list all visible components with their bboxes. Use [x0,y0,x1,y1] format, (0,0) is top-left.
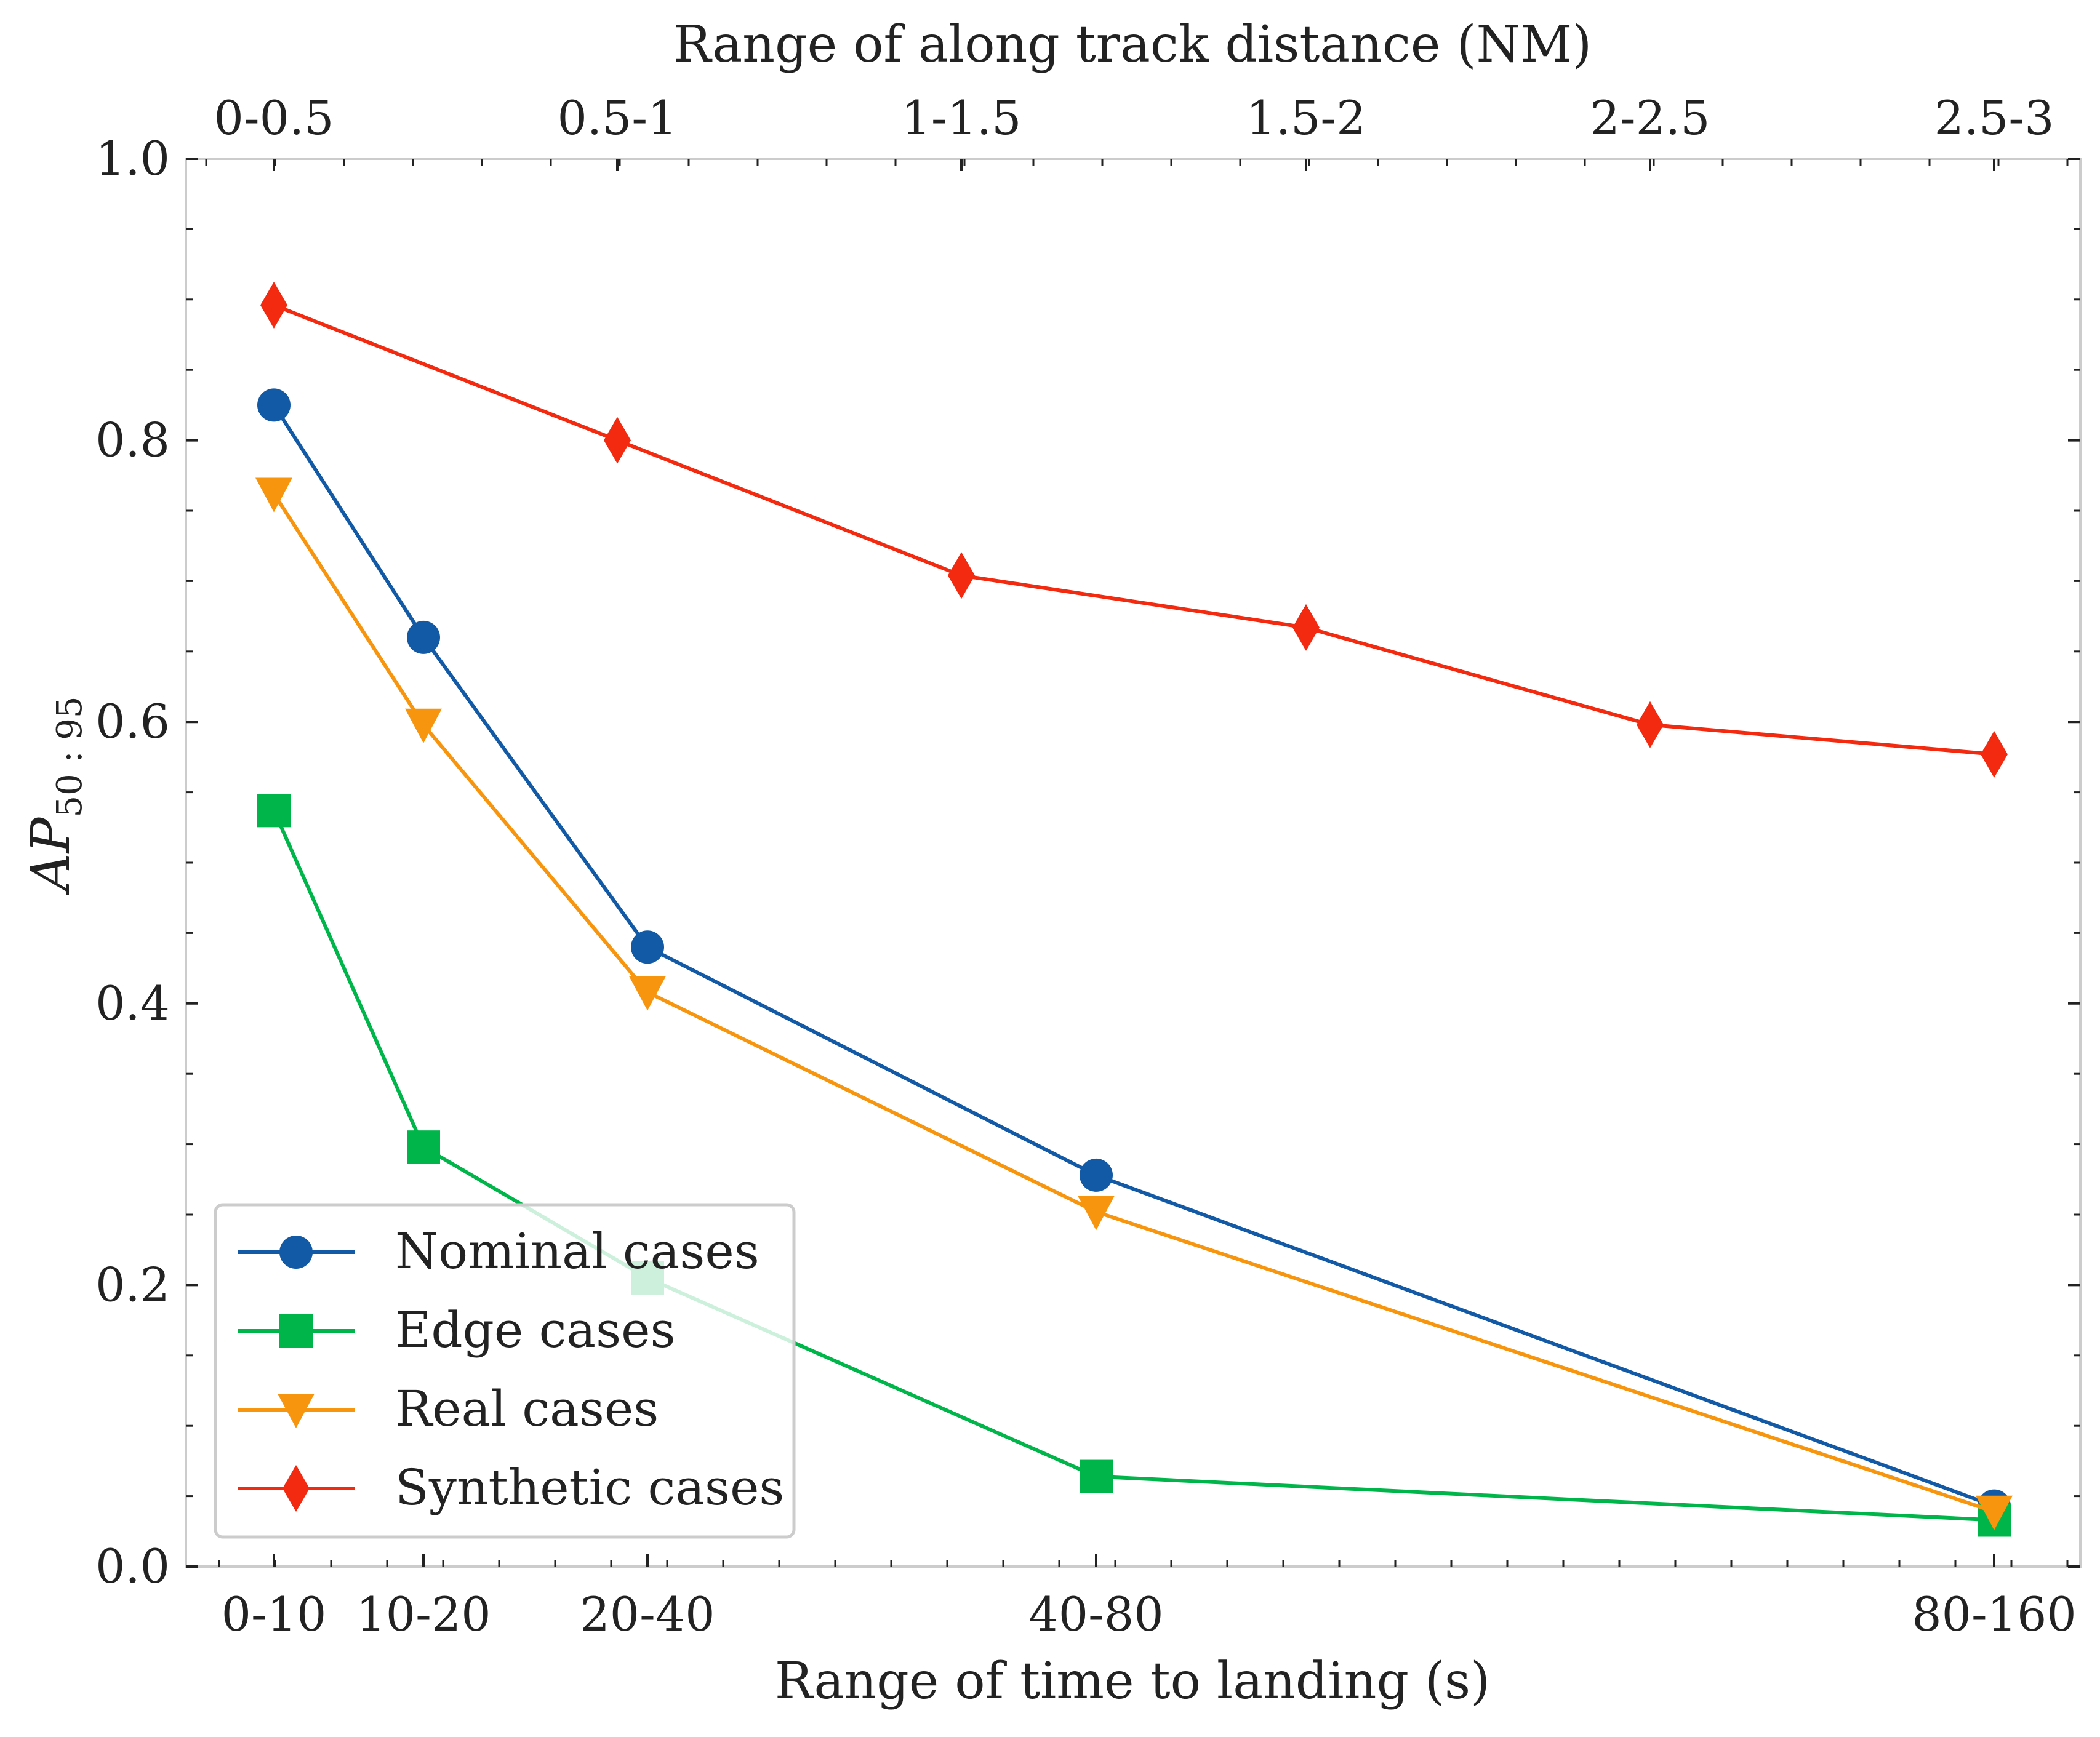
y-tick-label: 0.4 [95,976,170,1031]
series-synthetic-cases [260,281,2008,778]
data-point-diamond [948,552,975,599]
data-point-diamond [604,417,631,464]
y-tick-label: 1.0 [95,131,170,186]
y-tick-label: 0.0 [95,1539,170,1594]
x-tick-label: 80-160 [1912,1587,2076,1642]
y-tick-label: 0.8 [95,413,170,468]
legend-label: Synthetic cases [395,1459,784,1516]
legend: Nominal cases Edge cases Real cases Synthet… [214,1203,796,1539]
top-x-tick-label: 0.5-1 [558,90,678,145]
data-point-triangle-down [1976,1495,2013,1530]
axis-titles: Range of time to landing (s) Range of al… [20,15,1592,1711]
legend-marker-triangle-down [278,1394,315,1428]
legend-label: Nominal cases [395,1223,759,1280]
data-point-diamond [1292,604,1320,651]
legend-label: Edge cases [395,1301,676,1359]
legend-item: Nominal cases [238,1223,759,1280]
top-x-axis-title: Range of along track distance (NM) [673,15,1592,74]
y-axis-title-sub: 50 : 95 [50,697,90,818]
x-tick-label: 20-40 [580,1587,715,1642]
series-group [255,281,2013,1537]
x-tick-label: 0-10 [222,1587,327,1642]
data-point-triangle-down [629,976,666,1011]
axes: 0.0 0.2 0.4 0.6 0.8 1.0 0-10 10-20 20-40 40-80 80-… [95,90,2082,1642]
y-axis-title: AP50 : 95 [20,697,90,896]
legend-item: Synthetic cases [238,1459,784,1516]
data-point-triangle-down [1078,1196,1115,1231]
legend-marker-diamond [283,1465,310,1512]
top-x-tick-label: 0-0.5 [214,90,334,145]
legend-item: Real cases [238,1380,659,1437]
legend-marker-square [279,1314,313,1348]
data-point-diamond [1637,701,1664,748]
legend-box [214,1203,796,1539]
data-point-triangle-down [405,708,442,743]
top-x-tick-label: 1-1.5 [902,90,1022,145]
legend-item: Edge cases [238,1301,676,1359]
y-tick-label: 0.2 [95,1257,170,1312]
legend-marker-circle [279,1236,313,1269]
y-axis-title-main: AP [20,816,82,895]
y-tick-label: 0.6 [95,694,170,749]
x-tick-label: 10-20 [356,1587,491,1642]
data-point-diamond [260,281,287,329]
x-tick-label: 40-80 [1028,1587,1163,1642]
x-axis-title: Range of time to landing (s) [775,1652,1490,1711]
series-line [273,303,1995,756]
data-point-square [407,1130,440,1164]
data-point-triangle-down [255,477,292,513]
series-real-cases [255,477,2013,1530]
top-x-tick-label: 2.5-3 [1934,90,2054,145]
data-point-circle [257,388,291,422]
data-point-square [257,794,291,828]
top-x-tick-label: 2-2.5 [1590,90,1710,145]
data-point-circle [1080,1158,1113,1192]
data-point-square [1080,1459,1113,1493]
data-point-circle [631,930,664,964]
data-point-circle [407,620,440,654]
legend-label: Real cases [395,1380,659,1437]
top-x-tick-label: 1.5-2 [1246,90,1366,145]
data-point-diamond [1981,730,2008,778]
